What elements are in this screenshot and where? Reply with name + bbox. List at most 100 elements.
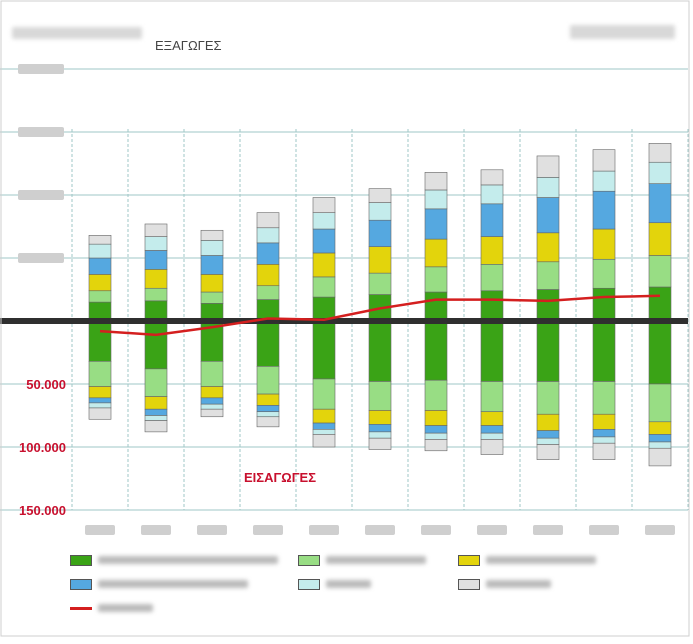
legend-swatch (458, 554, 480, 566)
bar-segment-import-s5 (312, 434, 336, 448)
x-tick-label-blurred (365, 525, 395, 535)
bar-segment-import-s3 (312, 422, 336, 430)
x-tick-label-blurred (477, 525, 507, 535)
bar-segment-import-s2 (144, 396, 168, 410)
legend-swatch (298, 578, 320, 590)
legend-swatch (458, 578, 480, 590)
bar-segment-export-s1 (480, 263, 504, 292)
bar-segment-import-s0 (88, 320, 112, 362)
legend-label-blurred (98, 604, 153, 612)
bar-segment-import-s3 (592, 429, 616, 438)
legend-item (298, 552, 426, 568)
bar-segment-export-s0 (648, 286, 672, 322)
bar-segment-import-s0 (368, 320, 392, 382)
legend-label-blurred (326, 556, 426, 564)
y-tick-label-blurred (18, 190, 64, 200)
bar-segment-export-s4 (424, 189, 448, 210)
bar-segment-import-s5 (480, 439, 504, 455)
bar-segment-export-s0 (424, 291, 448, 322)
legend-swatch (70, 578, 92, 590)
bar-segment-export-s3 (592, 190, 616, 230)
bar-segment-import-s3 (424, 425, 448, 434)
bar-segment-export-s3 (312, 228, 336, 254)
bar-segment-export-s4 (200, 240, 224, 256)
bar-segment-import-s5 (256, 416, 280, 428)
bar-segment-import-s3 (144, 408, 168, 416)
bar-segment-export-s4 (368, 202, 392, 221)
bar-segment-import-s4 (144, 415, 168, 421)
bar-segment-import-s1 (368, 381, 392, 411)
bar-segment-export-s3 (536, 197, 560, 234)
bar-segment-export-s5 (312, 197, 336, 213)
x-tick-label-blurred (645, 525, 675, 535)
legend-item (298, 576, 371, 592)
bar-segment-import-s5 (200, 408, 224, 418)
bar-segment-import-s5 (648, 447, 672, 467)
legend-swatch (70, 554, 92, 566)
bar-segment-export-s5 (648, 143, 672, 163)
bar-segment-import-s3 (648, 434, 672, 443)
bar-segment-export-s2 (536, 232, 560, 263)
bar-segment-import-s2 (200, 386, 224, 399)
bar-segment-import-s0 (312, 320, 336, 380)
x-tick-label-blurred (253, 525, 283, 535)
bar-segment-import-s1 (480, 381, 504, 413)
bar-segment-export-s3 (144, 250, 168, 270)
bar-segment-export-s4 (144, 236, 168, 251)
legend-line-swatch (70, 606, 92, 610)
bar-segment-import-s2 (312, 408, 336, 424)
bar-segment-export-s4 (536, 177, 560, 198)
bar-segment-export-s2 (144, 269, 168, 289)
bar-segment-export-s1 (592, 258, 616, 289)
legend-label-blurred (326, 580, 371, 588)
x-tick-label-blurred (421, 525, 451, 535)
bar-segment-export-s4 (256, 227, 280, 244)
y-tick-label: 50.000 (26, 377, 66, 392)
bar-segment-import-s3 (480, 425, 504, 434)
bar-segment-import-s1 (592, 381, 616, 415)
bar-segment-export-s2 (424, 238, 448, 268)
bar-segment-import-s0 (256, 320, 280, 367)
legend-label-blurred (98, 556, 278, 564)
bar-segment-import-s4 (368, 431, 392, 439)
bar-segment-import-s5 (536, 444, 560, 460)
bar-segment-export-s5 (424, 172, 448, 191)
legend-label-blurred (98, 580, 248, 588)
bar-segment-import-s1 (648, 383, 672, 423)
bar-segment-import-s2 (592, 413, 616, 430)
bar-segment-import-s3 (88, 397, 112, 404)
bar-segment-import-s5 (424, 439, 448, 452)
x-tick-label-blurred (309, 525, 339, 535)
bar-segment-export-s3 (88, 257, 112, 275)
x-tick-label-blurred (533, 525, 563, 535)
bar-segment-import-s2 (88, 386, 112, 399)
legend (70, 552, 670, 622)
legend-item (458, 576, 551, 592)
bar-segment-import-s0 (424, 320, 448, 381)
balance-line (99, 294, 661, 337)
bar-segment-import-s1 (424, 379, 448, 411)
bar-segment-export-s4 (312, 212, 336, 230)
header-title-blur (12, 27, 142, 39)
bar-segment-export-s4 (648, 161, 672, 184)
bar-segment-import-s3 (200, 397, 224, 405)
bar-segment-export-s2 (312, 252, 336, 278)
bar-segment-export-s2 (256, 263, 280, 287)
bar-segment-export-s0 (536, 289, 560, 322)
x-tick-label-blurred (589, 525, 619, 535)
import-label: ΕΙΣΑΓΩΓΕΣ (244, 470, 316, 485)
legend-item (458, 552, 596, 568)
bar-segment-export-s1 (256, 285, 280, 300)
bar-segment-import-s4 (312, 429, 336, 435)
bar-segment-import-s2 (648, 421, 672, 435)
bar-segment-import-s5 (368, 437, 392, 450)
bar-segment-import-s5 (592, 442, 616, 460)
bar-segment-import-s3 (368, 424, 392, 433)
bar-segment-import-s4 (648, 441, 672, 449)
bar-segment-import-s4 (592, 436, 616, 444)
bar-segment-export-s1 (648, 255, 672, 288)
x-tick-label-blurred (85, 525, 115, 535)
bar-segment-export-s1 (424, 266, 448, 293)
bar-segment-import-s0 (480, 320, 504, 382)
